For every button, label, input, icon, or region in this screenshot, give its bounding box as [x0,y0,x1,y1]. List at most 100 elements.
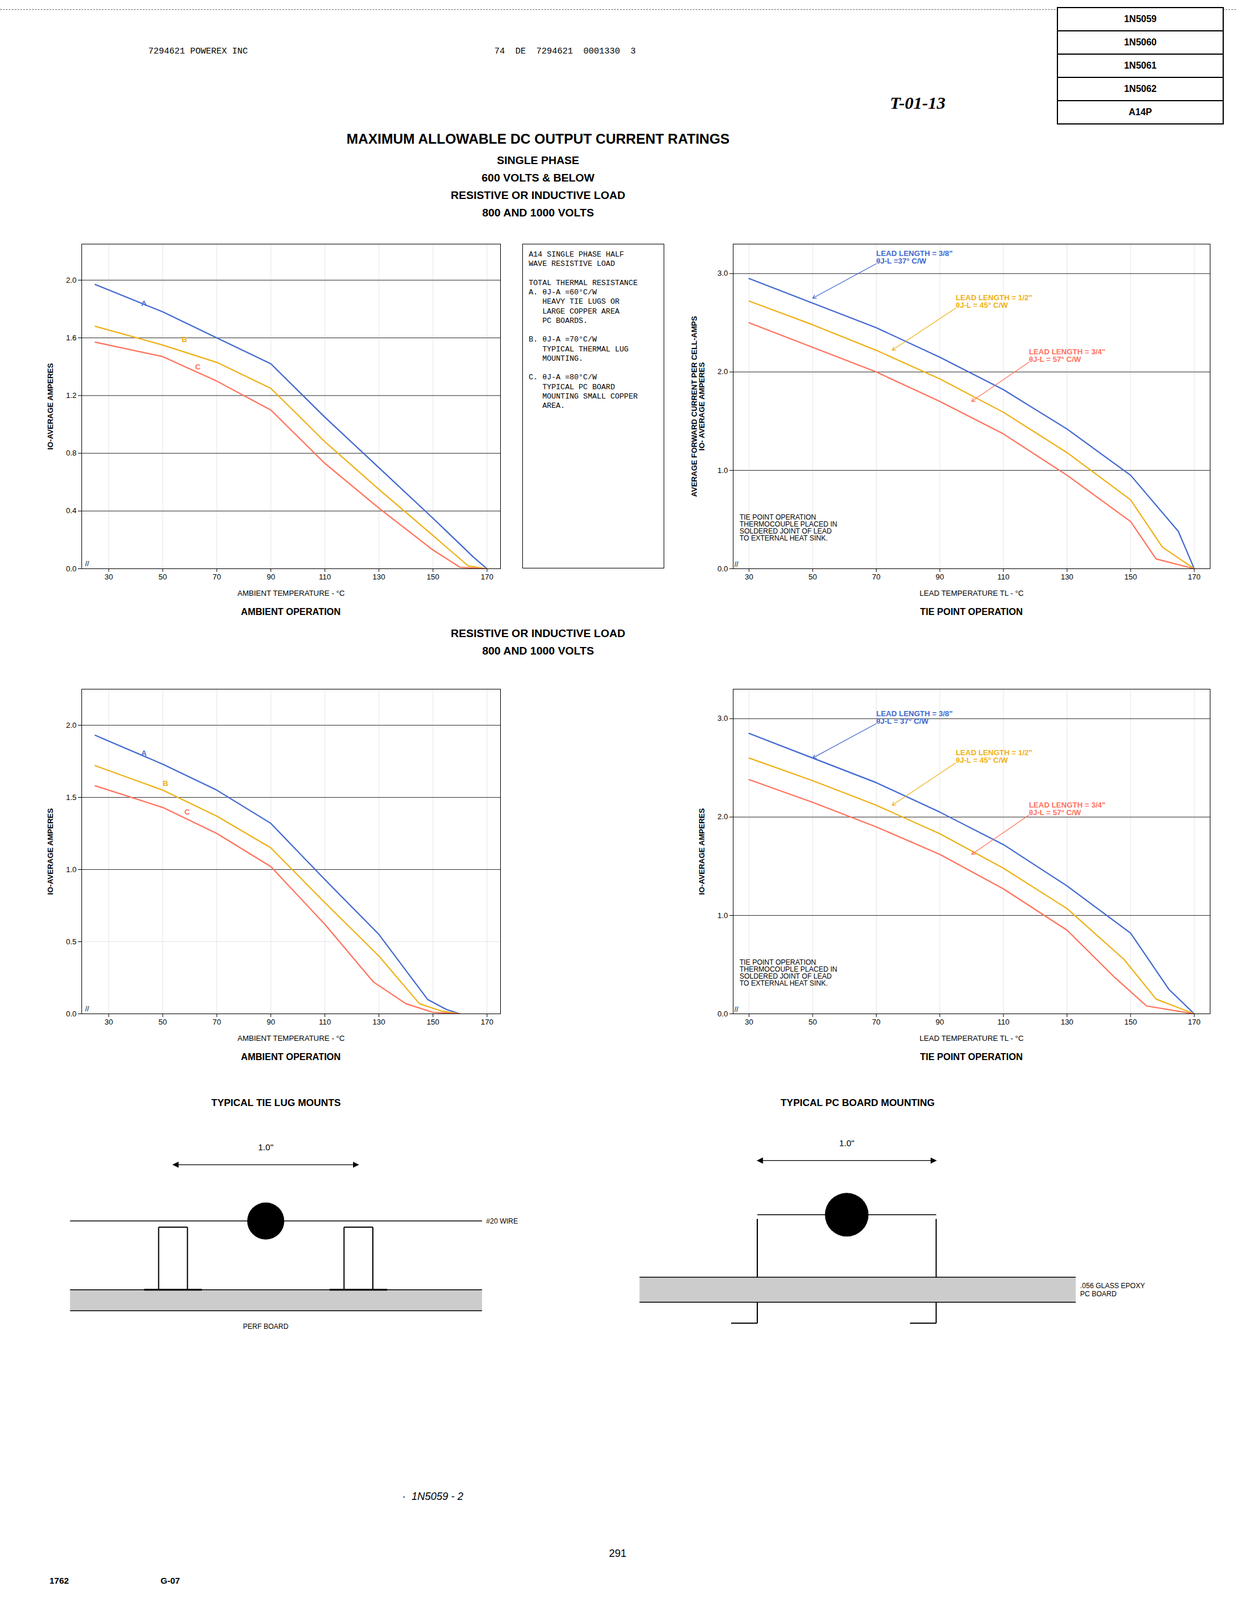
svg-text:30: 30 [104,1017,113,1027]
svg-text:C: C [195,362,202,372]
svg-text:3.0: 3.0 [717,268,728,278]
svg-text:130: 130 [372,1017,386,1027]
html-text:T-01-13: T-01-13 [889,93,946,113]
svg-text:130: 130 [1060,572,1074,582]
svg-text:0.8: 0.8 [65,448,77,458]
svg-text:IO-AVERAGE AMPERES: IO-AVERAGE AMPERES [45,807,55,895]
svg-text:B: B [162,778,169,788]
svg-text:150: 150 [426,1017,440,1027]
svg-text:A: A [141,298,148,308]
svg-text:A: A [141,748,148,758]
svg-text:.056 GLASS EPOXYPC BOARD: .056 GLASS EPOXYPC BOARD [1080,1281,1145,1298]
svg-text://: // [734,1005,739,1014]
svg-text:30: 30 [104,572,113,582]
svg-text:0.0: 0.0 [717,564,728,573]
svg-text:C: C [184,807,191,817]
html-text:7294621 POWEREX INC: 7294621 POWEREX INC [148,46,248,57]
svg-text:2.0: 2.0 [65,720,77,730]
svg-text:TIE POINT OPERATIONTHERMOCOUPL: TIE POINT OPERATIONTHERMOCOUPLE PLACED I… [739,513,837,543]
svg-text:70: 70 [871,572,881,582]
svg-text:IO-AVERAGE AMPERES: IO-AVERAGE AMPERES [697,807,707,895]
svg-text:70: 70 [212,572,222,582]
svg-text:1.0: 1.0 [65,864,77,874]
html-text:1N5060: 1N5060 [1124,37,1157,48]
svg-text:170: 170 [1187,1017,1201,1027]
html-text:MAXIMUM ALLOWABLE DC OUTPUT CU: MAXIMUM ALLOWABLE DC OUTPUT CURRENT RATI… [346,130,730,147]
html-text:74 DE 7294621 0001330 3: 74 DE 7294621 0001330 3 [494,46,636,57]
svg-text:TYPICAL TIE LUG MOUNTS: TYPICAL TIE LUG MOUNTS [211,1096,341,1109]
svg-text:170: 170 [1187,572,1201,582]
svg-text:AMBIENT TEMPERATURE - °C: AMBIENT TEMPERATURE - °C [237,588,345,598]
svg-text:2.0: 2.0 [65,275,77,285]
svg-text:90: 90 [935,572,945,582]
svg-text:70: 70 [871,1017,881,1027]
svg-text:50: 50 [158,572,167,582]
svg-text:110: 110 [318,1017,331,1027]
svg-text:IO-AVERAGE AMPERES: IO-AVERAGE AMPERES [45,362,55,450]
svg-text:0.0: 0.0 [65,564,77,573]
svg-text:3.0: 3.0 [717,713,728,723]
svg-text:90: 90 [935,1017,945,1027]
html-text:A14 SINGLE PHASE HALF WAVE RES: A14 SINGLE PHASE HALF WAVE RESISTIVE LOA… [528,250,638,411]
svg-text:50: 50 [808,1017,817,1027]
svg-text:130: 130 [1060,1017,1074,1027]
svg-text:30: 30 [745,572,754,582]
svg-text:110: 110 [997,572,1010,582]
svg-text:2.0: 2.0 [717,367,728,376]
html-text:600 VOLTS & BELOW: 600 VOLTS & BELOW [481,171,595,184]
svg-text:1.0": 1.0" [839,1137,855,1148]
svg-text://: // [84,1004,89,1013]
svg-text:170: 170 [480,572,494,582]
svg-text:150: 150 [426,572,440,582]
html-text:· 1N5059 - 2: · 1N5059 - 2 [402,1490,464,1502]
svg-text:50: 50 [158,1017,167,1027]
svg-text:90: 90 [266,572,275,582]
svg-text:LEAD LENGTH = 3/4"θJ-L = 57° C: LEAD LENGTH = 3/4"θJ-L = 57° C/W [1028,800,1106,817]
svg-text:TYPICAL PC BOARD MOUNTING: TYPICAL PC BOARD MOUNTING [780,1096,935,1109]
svg-text:AVERAGE FORWARD CURRENT PER CE: AVERAGE FORWARD CURRENT PER CELL-AMPSIO-… [689,315,707,497]
html-text:1N5061: 1N5061 [1124,60,1157,71]
svg-text:70: 70 [212,1017,222,1027]
svg-text:PERF BOARD: PERF BOARD [243,1322,289,1331]
html-text:800 AND 1000 VOLTS: 800 AND 1000 VOLTS [482,206,594,219]
svg-text:LEAD LENGTH = 3/4"θJ-L = 57° C: LEAD LENGTH = 3/4"θJ-L = 57° C/W [1028,347,1106,364]
svg-text://: // [84,559,89,568]
svg-text:110: 110 [318,572,331,582]
svg-text:150: 150 [1124,1017,1138,1027]
html-text:291: 291 [608,1547,627,1559]
svg-text:LEAD TEMPERATURE TL - °C: LEAD TEMPERATURE TL - °C [919,1033,1024,1043]
svg-text:1.0: 1.0 [717,465,728,475]
svg-text:LEAD LENGTH = 1/2"θJ-L = 45° C: LEAD LENGTH = 1/2"θJ-L = 45° C/W [955,293,1033,310]
svg-text:170: 170 [480,1017,494,1027]
svg-text:2.0: 2.0 [717,811,728,821]
svg-text:1.5: 1.5 [65,792,77,802]
svg-text:30: 30 [745,1017,754,1027]
svg-text:130: 130 [372,572,386,582]
svg-text:TIE POINT OPERATIONTHERMOCOUPL: TIE POINT OPERATIONTHERMOCOUPLE PLACED I… [739,957,837,988]
svg-text:0.0: 0.0 [65,1009,77,1018]
html-text:RESISTIVE OR INDUCTIVE LOAD: RESISTIVE OR INDUCTIVE LOAD [450,627,626,640]
svg-text:110: 110 [997,1017,1010,1027]
svg-text:150: 150 [1124,572,1138,582]
svg-text:1.0": 1.0" [258,1141,274,1152]
svg-text:B: B [181,335,187,344]
svg-text:0.5: 0.5 [65,937,77,946]
svg-text:LEAD LENGTH = 1/2"θJ-L = 45° C: LEAD LENGTH = 1/2"θJ-L = 45° C/W [955,747,1033,765]
svg-text:0.4: 0.4 [65,506,77,515]
svg-text:1.2: 1.2 [65,390,77,400]
html-text:RESISTIVE OR INDUCTIVE LOAD: RESISTIVE OR INDUCTIVE LOAD [450,189,626,202]
svg-text:LEAD LENGTH = 3/8"θJ-L = 37° C: LEAD LENGTH = 3/8"θJ-L = 37° C/W [876,709,954,726]
html-text:SINGLE PHASE: SINGLE PHASE [496,154,580,167]
svg-text:90: 90 [266,1017,275,1027]
html-text:800 AND 1000 VOLTS: 800 AND 1000 VOLTS [482,644,594,657]
svg-text:AMBIENT TEMPERATURE - °C: AMBIENT TEMPERATURE - °C [237,1033,345,1043]
svg-text:50: 50 [808,572,817,582]
svg-text:LEAD TEMPERATURE TL - °C: LEAD TEMPERATURE TL - °C [919,588,1024,598]
svg-text://: // [734,560,739,569]
svg-text:0.0: 0.0 [717,1009,728,1018]
svg-text:LEAD LENGTH = 3/8"θJ-L =37° C/: LEAD LENGTH = 3/8"θJ-L =37° C/W [876,248,954,266]
svg-text:#20 WIRE: #20 WIRE [486,1216,519,1225]
svg-text:1.6: 1.6 [65,333,77,343]
svg-text:1.0: 1.0 [717,910,728,920]
html-text:1N5059: 1N5059 [1124,13,1157,24]
